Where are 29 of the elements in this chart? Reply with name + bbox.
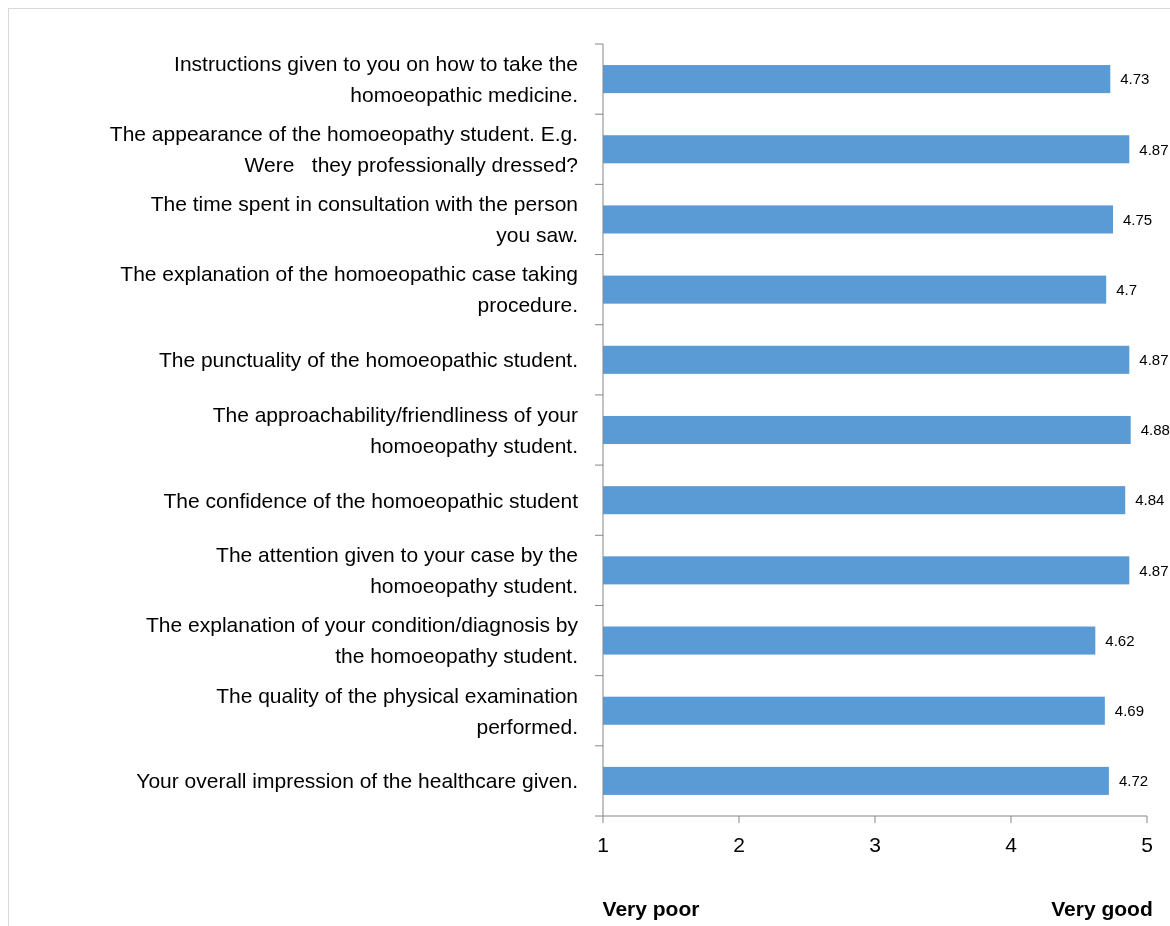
x-tick-label: 5 (1141, 833, 1153, 856)
data-label: 4.69 (1114, 701, 1145, 719)
data-label: 4.87 (1139, 351, 1169, 369)
y-tick-label: The attention given to your case by the homoeopathy student. (216, 543, 578, 598)
data-label: 4.75 (1123, 210, 1153, 228)
text: Very good (1051, 897, 1153, 920)
y-tick-label: The punctuality of the homoeopathic student. (158, 348, 578, 372)
x-tick-label: 1 (597, 833, 609, 856)
y-tick-label: The approachability/friendliness of your homoeopathy student. (212, 402, 578, 457)
data-label: 4.73 (1120, 70, 1150, 88)
data-label: 4.88 (1140, 421, 1170, 439)
y-tick-label: Your overall impression of the healthcare given. (136, 769, 578, 793)
data-label: 4.62 (1105, 631, 1135, 649)
y-tick-label: The quality of the physical examination performed. (216, 683, 578, 738)
y-tick-label: The explanation of your condition/diagnosis by the homoeopathy student. (146, 613, 579, 668)
data-label: 4.7 (1116, 280, 1138, 298)
x-tick-label: 2 (733, 833, 745, 856)
y-tick-label: The confidence of the homoeopathic student (163, 488, 579, 512)
y-tick-label: Instructions given to you on how to take the homoeopathic medicine. (174, 51, 578, 106)
data-label: 4.72 (1118, 772, 1149, 790)
text: Very poor (602, 897, 700, 920)
y-tick-label: The time spent in consultation with the person you saw. (150, 192, 578, 247)
data-label: 4.84 (1135, 491, 1165, 509)
data-label: 4.87 (1139, 561, 1169, 579)
y-tick-label: The explanation of the homoeopathic case taking procedure. (120, 262, 578, 317)
x-tick-label: 3 (869, 833, 881, 856)
y-tick-label: The appearance of the homoeopathy student. E.g. Were they professionally dressed? (109, 122, 578, 177)
x-tick-label: 4 (1005, 833, 1018, 856)
data-label: 4.87 (1139, 140, 1169, 158)
